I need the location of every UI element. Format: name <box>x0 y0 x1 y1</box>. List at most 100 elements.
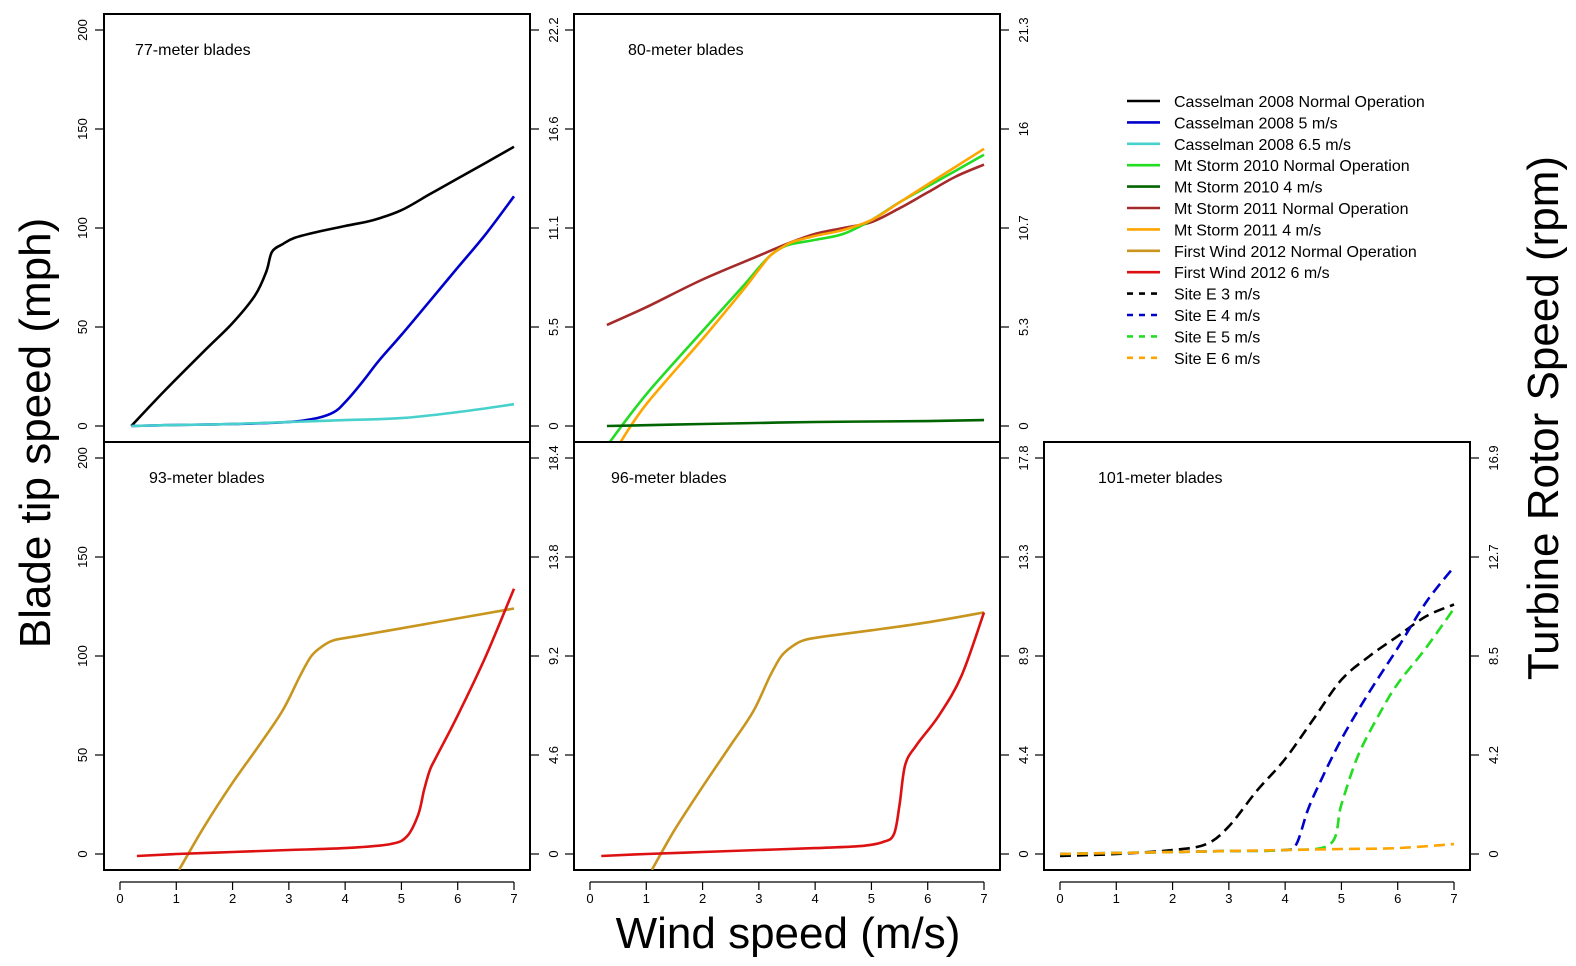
series-line <box>606 163 985 327</box>
panel-5: 101-meter blades 0 4.2 8.5 12.7 16.9 0 1 2 3 4 5 6 7 <box>1035 441 1501 906</box>
right-y-tick-label: 4.6 <box>546 746 561 764</box>
right-y-tick-label: 11.1 <box>546 216 561 240</box>
right-y-tick-label: 13.3 <box>1016 544 1031 569</box>
x-tick-label: 7 <box>1450 891 1457 906</box>
series-line <box>1059 603 1455 858</box>
panel-frame <box>103 13 531 443</box>
series-group <box>136 588 516 870</box>
legend-label: First Wind 2012 Normal Operation <box>1174 244 1417 261</box>
x-tick-label: 1 <box>173 891 180 906</box>
panel-frame <box>573 441 1001 871</box>
x-tick-label: 2 <box>699 891 706 906</box>
right-y-tick-label: 9.2 <box>546 647 561 665</box>
right-y-tick-label: 17.8 <box>1016 445 1031 470</box>
series-group <box>606 147 985 442</box>
series-line <box>1059 607 1456 856</box>
legend-label: Casselman 2008 5 m/s <box>1174 115 1338 132</box>
legend-label: Casselman 2008 6.5 m/s <box>1174 137 1351 154</box>
y-axis-label-left: Blade tip speed (mph) <box>11 218 60 648</box>
series-line <box>606 418 985 428</box>
series-line <box>601 611 986 858</box>
x-tick-label: 5 <box>1338 891 1345 906</box>
right-y-tick-label: 18.4 <box>546 445 561 470</box>
series-group <box>130 145 516 428</box>
legend-label: Site E 6 m/s <box>1174 351 1260 368</box>
x-tick-label: 4 <box>1282 891 1289 906</box>
legend-label: Site E 5 m/s <box>1174 329 1260 346</box>
right-y-tick-label: 4.4 <box>1016 746 1031 764</box>
y-tick-label: 100 <box>75 217 90 239</box>
panel-4: 96-meter blades 0 4.4 8.9 13.3 17.8 0 1 2 3 4 5 6 7 <box>565 441 1031 906</box>
y-tick-label: 0 <box>75 422 90 429</box>
panel-frame <box>573 13 1001 443</box>
y-tick-label: 50 <box>75 748 90 762</box>
x-tick-label: 4 <box>342 891 349 906</box>
right-y-tick-label: 4.2 <box>1486 746 1501 764</box>
legend: Casselman 2008 Normal Operation Casselman… <box>1127 94 1425 368</box>
legend-label: First Wind 2012 6 m/s <box>1174 265 1330 282</box>
y-axis-label-right: Turbine Rotor Speed (rpm) <box>1519 156 1568 680</box>
legend-label: Casselman 2008 Normal Operation <box>1174 94 1425 111</box>
y-tick-label: 50 <box>75 320 90 334</box>
series-group <box>1059 566 1456 858</box>
x-tick-label: 6 <box>454 891 461 906</box>
right-y-tick-label: 16.6 <box>546 116 561 141</box>
right-y-tick-label: 16.9 <box>1486 445 1501 470</box>
panel-title: 77-meter blades <box>135 42 251 59</box>
x-tick-label: 1 <box>643 891 650 906</box>
x-tick-label: 7 <box>980 891 987 906</box>
right-y-tick-label: 12.7 <box>1486 544 1501 569</box>
x-tick-label: 6 <box>1394 891 1401 906</box>
right-y-tick-label: 22.2 <box>546 17 561 42</box>
x-tick-label: 0 <box>586 891 593 906</box>
x-tick-label: 6 <box>924 891 931 906</box>
panels-layer: 77-meter blades05010015020005.511.116.62… <box>75 13 1501 906</box>
panel-title: 101-meter blades <box>1098 470 1223 487</box>
x-tick-label: 4 <box>812 891 819 906</box>
x-tick-label: 5 <box>398 891 405 906</box>
panel-frame <box>103 441 531 871</box>
x-tick-label: 3 <box>285 891 292 906</box>
right-y-tick-label: 0 <box>1016 422 1031 429</box>
y-tick-label: 150 <box>75 546 90 568</box>
right-y-tick-label: 5.3 <box>1016 318 1031 336</box>
panel-1: 77-meter blades 0 50 100 150 200 0 5.5 11.1 16.6 2… <box>75 13 561 443</box>
right-y-tick-label: 21.3 <box>1016 17 1031 42</box>
x-tick-label: 7 <box>510 891 517 906</box>
y-tick-label: 200 <box>75 19 90 41</box>
panel-frame <box>1043 441 1471 871</box>
y-tick-label: 200 <box>75 447 90 469</box>
x-tick-label: 3 <box>755 891 762 906</box>
right-y-tick-label: 13.8 <box>546 544 561 569</box>
series-line <box>619 147 985 442</box>
series-line <box>1059 842 1455 856</box>
panel-3: 93-meter blades05010015020004.69.213.818… <box>75 441 561 906</box>
right-y-tick-label: 16 <box>1016 122 1031 136</box>
x-tick-label: 2 <box>1169 891 1176 906</box>
x-axis-label: Wind speed (m/s) <box>616 909 961 958</box>
right-y-tick-label: 10.7 <box>1016 215 1031 240</box>
legend-label: Mt Storm 2010 Normal Operation <box>1174 158 1410 175</box>
right-y-tick-label: 8.9 <box>1016 647 1031 665</box>
y-tick-label: 0 <box>75 850 90 857</box>
legend-label: Site E 4 m/s <box>1174 308 1260 325</box>
series-group <box>601 611 986 870</box>
panel-title: 93-meter blades <box>149 470 265 487</box>
x-tick-label: 1 <box>1113 891 1120 906</box>
legend-label: Mt Storm 2010 4 m/s <box>1174 180 1323 197</box>
series-line <box>136 588 516 858</box>
series-line <box>131 402 515 428</box>
x-tick-label: 3 <box>1225 891 1232 906</box>
series-line <box>1059 566 1456 856</box>
series-line <box>650 611 985 870</box>
x-tick-label: 0 <box>116 891 123 906</box>
panel-2: 80-meter blades 0 5.3 10.7 16 21.3 <box>565 13 1031 443</box>
series-line <box>608 153 985 442</box>
x-tick-label: 0 <box>1056 891 1063 906</box>
right-y-tick-label: 0 <box>546 850 561 857</box>
y-tick-label: 100 <box>75 645 90 667</box>
right-y-tick-label: 0 <box>1016 850 1031 857</box>
y-tick-label: 150 <box>75 118 90 140</box>
legend-label: Mt Storm 2011 Normal Operation <box>1174 201 1408 218</box>
